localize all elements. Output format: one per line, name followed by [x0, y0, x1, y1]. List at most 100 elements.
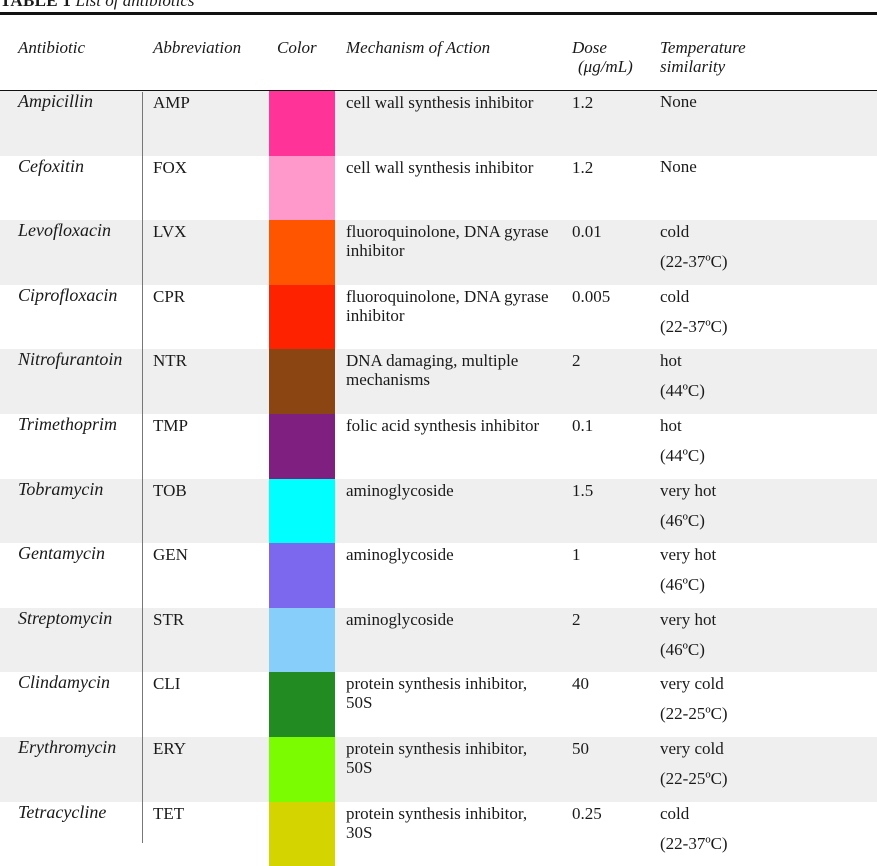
temperature-similarity: cold [660, 286, 690, 306]
temperature-similarity: very hot [660, 480, 717, 500]
antibiotic-abbreviation: NTR [153, 351, 187, 371]
header-temperature: Temperature similarity [660, 38, 746, 76]
mechanism-of-action: fluoroquinolone, DNA gyrase inhibitor [346, 286, 549, 325]
table-row: Erythromycin ERY protein synthesis inhibit… [0, 736, 877, 802]
dose-value: 40 [572, 674, 589, 694]
color-swatch [269, 478, 335, 544]
table-row: Tetracycline TET protein synthesis inhibit… [0, 801, 877, 866]
dose-value: 50 [572, 738, 589, 758]
header-abbreviation: Abbreviation [153, 38, 242, 57]
antibiotic-abbreviation: LVX [153, 222, 187, 242]
dose-value: 0.01 [572, 222, 602, 242]
dose-value: 1.2 [572, 157, 594, 177]
table-row: Clindamycin CLI protein synthesis inhibito… [0, 672, 877, 737]
mechanism-of-action: DNA damaging, multiple mechanisms [346, 351, 519, 390]
header-temperature-line2: similarity [660, 57, 726, 76]
color-swatch [269, 220, 335, 285]
header-color: Color [277, 38, 317, 57]
antibiotic-name: Erythromycin [18, 736, 117, 757]
mechanism-of-action: folic acid synthesis inhibitor [346, 415, 540, 435]
antibiotic-abbreviation: TET [153, 803, 185, 823]
mechanism-of-action: protein synthesis inhibitor, 50S [346, 674, 528, 713]
color-swatch [269, 155, 335, 221]
table-caption-text: List of antibiotics [75, 0, 195, 10]
antibiotic-name: Tetracycline [18, 801, 107, 822]
antibiotic-name: Gentamycin [18, 543, 105, 564]
header-antibiotic: Antibiotic [18, 38, 86, 57]
antibiotic-name: Streptomycin [18, 607, 113, 628]
mechanism-of-action: aminoglycoside [346, 480, 454, 500]
mechanism-of-action: protein synthesis inhibitor, 30S [346, 803, 528, 842]
table-caption: TABLE 1 List of antibiotics [0, 0, 195, 11]
temperature-similarity: cold [660, 803, 690, 823]
table-caption-label: TABLE 1 [0, 0, 72, 10]
dose-value: 2 [572, 351, 581, 371]
antibiotic-abbreviation: CLI [153, 674, 181, 694]
antibiotic-name: Tobramycin [18, 478, 104, 499]
antibiotic-name: Clindamycin [18, 672, 110, 693]
antibiotic-abbreviation: ERY [153, 738, 187, 758]
antibiotic-name: Levofloxacin [18, 220, 111, 241]
top-rule [0, 12, 877, 15]
antibiotic-name: Trimethoprim [18, 413, 118, 434]
temperature-similarity: very hot [660, 609, 717, 629]
color-swatch [269, 413, 335, 479]
antibiotic-abbreviation: AMP [153, 93, 190, 112]
dose-value: 1.2 [572, 93, 594, 112]
mechanism-of-action: fluoroquinolone, DNA gyrase inhibitor [346, 222, 549, 261]
mechanism-of-action: cell wall synthesis inhibitor [346, 93, 534, 112]
table-body: Ampicillin AMP cell wall synthesis inhibit… [0, 91, 877, 866]
antibiotic-abbreviation: TOB [153, 480, 187, 500]
antibiotic-abbreviation: STR [153, 609, 185, 629]
header-dose-unit: (μg/mL) [578, 57, 633, 76]
temperature-range: (22-25ºC) [660, 768, 728, 788]
color-swatch [269, 801, 335, 866]
color-swatch [269, 91, 335, 156]
antibiotic-name: Ampicillin [18, 91, 93, 111]
dose-value: 0.25 [572, 803, 602, 823]
antibiotic-name: Ciprofloxacin [18, 284, 118, 305]
color-swatch [269, 736, 335, 802]
temperature-range: (46ºC) [660, 639, 705, 659]
table-row: Nitrofurantoin NTR DNA damaging, multiple … [0, 349, 877, 414]
temperature-range: (46ºC) [660, 575, 705, 595]
antibiotic-abbreviation: FOX [153, 157, 188, 177]
column-divider [142, 92, 143, 843]
table-row: Ampicillin AMP cell wall synthesis inhibit… [0, 91, 877, 156]
temperature-range: (46ºC) [660, 510, 705, 530]
table-row: Gentamycin GEN aminoglycoside 1 very hot (46º… [0, 543, 877, 608]
table-row: Levofloxacin LVX fluoroquinolone, DNA gyra… [0, 220, 877, 285]
temperature-range: (22-37ºC) [660, 252, 728, 272]
temperature-similarity: hot [660, 415, 682, 435]
table-row: Trimethoprim TMP folic acid synthesis inhi… [0, 413, 877, 479]
mechanism-of-action: aminoglycoside [346, 609, 454, 629]
temperature-range: (44ºC) [660, 445, 705, 465]
color-swatch [269, 607, 335, 673]
antibiotic-abbreviation: TMP [153, 415, 188, 435]
color-swatch [269, 672, 335, 737]
antibiotic-abbreviation: CPR [153, 286, 186, 306]
header-temperature-line1: Temperature [660, 38, 746, 57]
temperature-similarity: None [660, 92, 697, 111]
header-dose: Dose (μg/mL) [572, 38, 633, 76]
temperature-range: (22-37ºC) [660, 833, 728, 853]
mechanism-of-action: aminoglycoside [346, 545, 454, 565]
table-row: Streptomycin STR aminoglycoside 2 very hot (4… [0, 607, 877, 673]
color-swatch [269, 349, 335, 414]
header-dose-line1: Dose [572, 38, 607, 57]
dose-value: 2 [572, 609, 581, 629]
antibiotic-abbreviation: GEN [153, 545, 188, 565]
antibiotic-name: Cefoxitin [18, 155, 84, 176]
color-swatch [269, 284, 335, 350]
temperature-similarity: None [660, 156, 697, 176]
dose-value: 1.5 [572, 480, 594, 500]
dose-value: 1 [572, 545, 581, 565]
temperature-similarity: very cold [660, 674, 724, 694]
table-row: Cefoxitin FOX cell wall synthesis inhibito… [0, 155, 877, 221]
header-mechanism: Mechanism of Action [346, 38, 491, 57]
temperature-similarity: cold [660, 222, 690, 242]
table-header: Antibiotic Abbreviation Color Mechanism … [0, 38, 877, 90]
dose-value: 0.005 [572, 286, 611, 306]
temperature-range: (44ºC) [660, 381, 705, 401]
temperature-similarity: very cold [660, 738, 724, 758]
